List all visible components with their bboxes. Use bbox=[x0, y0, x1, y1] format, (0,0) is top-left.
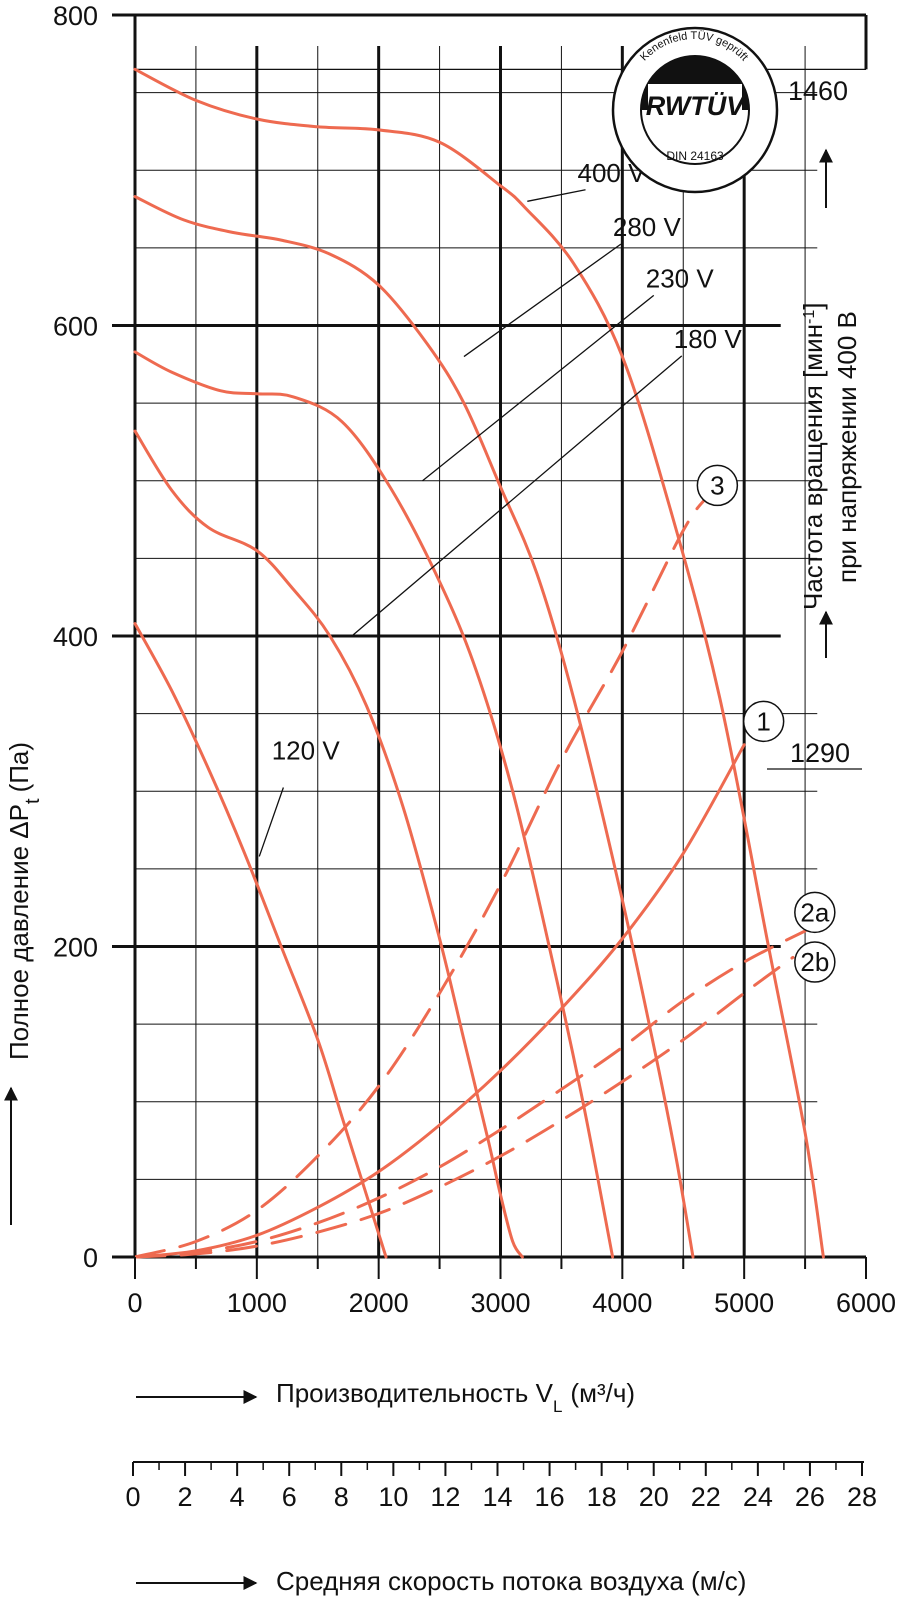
xlabel-text: Производительность V bbox=[276, 1378, 554, 1408]
right-label-line2: при напряжении 400 В bbox=[832, 311, 862, 583]
velocity-tick-label: 28 bbox=[847, 1482, 877, 1512]
xlabel-sub: L bbox=[553, 1397, 562, 1416]
axis-ticks: 0 1000 2000 3000 4000 5000 6000 0 200 400 600 800 bbox=[53, 1, 896, 1318]
series-line-120v bbox=[133, 622, 388, 1259]
x-tick-label: 6000 bbox=[836, 1288, 896, 1318]
velocity-tick-label: 12 bbox=[430, 1482, 460, 1512]
x-tick-label: 0 bbox=[127, 1288, 142, 1318]
curve-label: 280 V bbox=[613, 212, 682, 242]
series-line-3 bbox=[133, 494, 710, 1259]
x-tick-label: 5000 bbox=[714, 1288, 774, 1318]
curve-id-circle bbox=[794, 941, 836, 983]
velocity-tick-label: 24 bbox=[743, 1482, 773, 1512]
x-tick-label: 2000 bbox=[349, 1288, 409, 1318]
curve-label: 120 V bbox=[272, 735, 341, 765]
curve-label: 230 V bbox=[646, 263, 715, 293]
series-line-230v bbox=[133, 350, 615, 1259]
badge-norm: DIN 24163 bbox=[666, 149, 724, 163]
x-axis-title: Производительность VL (м³/ч) bbox=[136, 1378, 635, 1416]
leader-line bbox=[422, 294, 655, 482]
series-line-2a bbox=[133, 929, 807, 1259]
ylabel-unit: (Па) bbox=[4, 742, 34, 792]
svg-text:Производительность VL(м³/ч): Производительность VL (м³/ч) bbox=[276, 1378, 635, 1416]
x-tick-label: 3000 bbox=[470, 1288, 530, 1318]
curve-label: 180 V bbox=[674, 324, 743, 354]
curve-id-label: 2b bbox=[800, 947, 829, 977]
y-tick-label: 600 bbox=[53, 312, 98, 342]
curves bbox=[133, 67, 825, 1259]
y-tick-label: 0 bbox=[83, 1243, 98, 1273]
tuv-badge: RWTÜV Kenenfeld TÜV geprüft DIN 24163 bbox=[611, 26, 779, 194]
curve-id-label: 3 bbox=[710, 470, 724, 500]
velocity-tick-label: 0 bbox=[125, 1482, 140, 1512]
curve-id-circle bbox=[742, 700, 785, 743]
svg-text:Частота вращения [мин-1]: Частота вращения [мин-1] bbox=[798, 302, 828, 610]
velocity-tick-label: 4 bbox=[230, 1482, 245, 1512]
y-axis-title: Полное давление ΔPt (Па) bbox=[3, 742, 44, 1225]
velocity-tick-label: 20 bbox=[639, 1482, 669, 1512]
series-line-2b bbox=[133, 955, 795, 1259]
velocity-tick-label: 18 bbox=[587, 1482, 617, 1512]
velocity-tick-label: 8 bbox=[334, 1482, 349, 1512]
velocity-tick-label: 6 bbox=[282, 1482, 297, 1512]
leader-line bbox=[463, 243, 622, 358]
series-line-280v bbox=[133, 195, 695, 1259]
leader-line bbox=[351, 355, 683, 637]
speed-label-1290: 1290 bbox=[790, 738, 850, 768]
badge-brand: RWTÜV bbox=[646, 91, 746, 121]
y-tick-label: 400 bbox=[53, 622, 98, 652]
velocity-axis-label: Средняя скорость потока воздуха (м/с) bbox=[276, 1566, 746, 1596]
velocity-axis: 0 2 4 6 8 10 12 14 16 18 20 22 24 26 28 Средняя скорос… bbox=[125, 1461, 877, 1596]
curve-id-circle bbox=[794, 891, 836, 934]
ylabel-sub: t bbox=[22, 798, 44, 804]
right-axis-label: Частота вращения [мин-1] при напряжении … bbox=[798, 148, 862, 658]
speed-label-1460: 1460 bbox=[788, 76, 848, 106]
curve-id-label: 2a bbox=[800, 897, 829, 927]
grid-lines bbox=[112, 13, 868, 1259]
leader-line bbox=[258, 787, 284, 857]
curve-id-circle bbox=[696, 464, 739, 507]
velocity-tick-label: 14 bbox=[482, 1482, 512, 1512]
y-tick-label: 800 bbox=[53, 1, 98, 31]
series-line-1 bbox=[133, 743, 746, 1259]
y-tick-label: 200 bbox=[53, 933, 98, 963]
velocity-tick-label: 16 bbox=[535, 1482, 565, 1512]
velocity-tick-label: 26 bbox=[795, 1482, 825, 1512]
leader-line bbox=[527, 189, 586, 202]
right-label-line1: Частота вращения [мин bbox=[798, 324, 828, 610]
series-line-180v bbox=[133, 429, 524, 1259]
x-tick-label: 4000 bbox=[592, 1288, 652, 1318]
series-line-400v bbox=[133, 67, 825, 1259]
svg-text:Полное давление ΔPt(Па): Полное давление ΔPt (Па) bbox=[4, 742, 44, 1060]
ylabel-text: Полное давление ΔP bbox=[4, 804, 34, 1060]
velocity-tick-label: 22 bbox=[691, 1482, 721, 1512]
velocity-tick-label: 10 bbox=[378, 1482, 408, 1512]
xlabel-unit: (м³/ч) bbox=[570, 1378, 635, 1408]
x-tick-label: 1000 bbox=[227, 1288, 287, 1318]
right-label-line1-end: ] bbox=[798, 302, 828, 309]
velocity-tick-label: 2 bbox=[178, 1482, 193, 1512]
curve-id-label: 1 bbox=[756, 706, 770, 736]
right-label-sup: -1 bbox=[801, 310, 818, 324]
